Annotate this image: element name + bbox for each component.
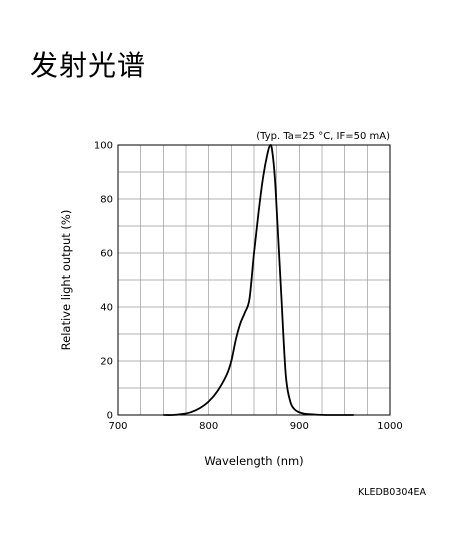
- condition-note: (Typ. Ta=25 °C, IF=50 mA): [256, 131, 390, 142]
- x-tick-label: 800: [199, 421, 218, 432]
- page-title: 发射光谱: [30, 49, 147, 82]
- y-tick-label: 80: [100, 195, 113, 206]
- chart-ticks: 700 800 900 1000 0 20 40 60 80 100: [94, 141, 403, 433]
- x-tick-label: 900: [290, 421, 309, 432]
- x-tick-label: 1000: [377, 421, 402, 432]
- y-tick-label: 0: [107, 411, 113, 422]
- chart-grid: [118, 145, 390, 415]
- y-axis-label: Relative light output (%): [59, 210, 73, 351]
- y-tick-label: 20: [100, 357, 113, 368]
- y-tick-label: 60: [100, 249, 113, 260]
- document-code: KLEDB0304EA: [357, 487, 426, 498]
- chart-series: [163, 143, 354, 416]
- x-axis-label: Wavelength (nm): [204, 454, 303, 468]
- x-tick-label: 700: [108, 421, 127, 432]
- y-tick-label: 40: [100, 303, 113, 314]
- plot-frame: [117, 144, 391, 416]
- y-tick-label: 100: [94, 141, 113, 152]
- series-line: [163, 143, 354, 416]
